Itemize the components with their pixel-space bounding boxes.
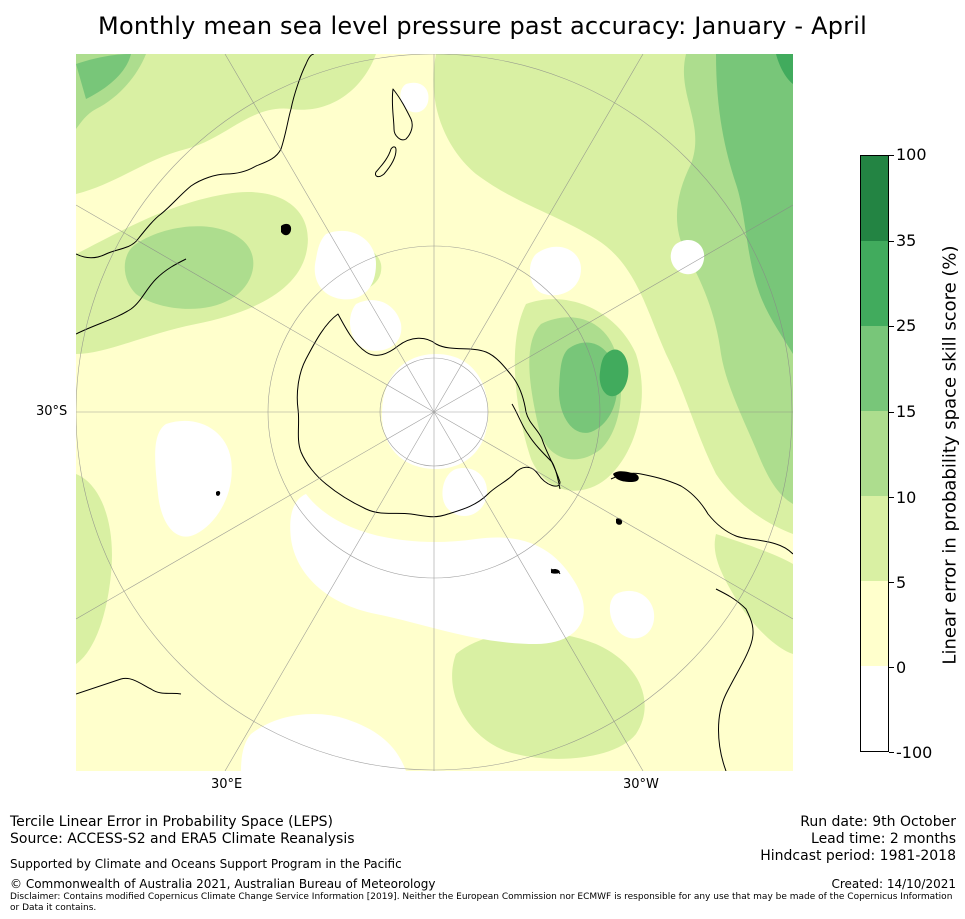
source-text: Source: ACCESS-S2 and ERA5 Climate Reana… <box>10 831 355 847</box>
colorbar-tick-label: 15 <box>896 402 917 421</box>
meridian-60e <box>76 411 435 620</box>
australia-coast <box>76 54 315 259</box>
lon-label-30e: 30°E <box>211 777 243 792</box>
lat-label-30s: 30°S <box>36 404 68 419</box>
colorbar-tick-label: -100 <box>896 743 933 762</box>
colorbar-segment <box>861 496 888 581</box>
field-25-35 <box>599 54 793 397</box>
disclaimer-text: Disclaimer: Contains modified Copernicus… <box>10 892 953 913</box>
colorbar-tick-label: 100 <box>896 145 927 164</box>
colorbar-tick <box>889 582 894 583</box>
meridian-120e <box>76 204 435 413</box>
hindcast-text: Hindcast period: 1981-2018 <box>760 848 956 864</box>
small-island-2 <box>216 490 221 496</box>
new-zealand-south <box>375 146 397 178</box>
colorbar-tick <box>889 326 894 327</box>
graticule <box>76 54 793 771</box>
colorbar-tick <box>889 412 894 413</box>
colorbar-segment <box>861 241 888 326</box>
antarctica-coast <box>296 313 561 518</box>
colorbar-tick <box>889 155 894 156</box>
method-text: Tercile Linear Error in Probability Spac… <box>10 814 333 830</box>
colorbar-segment <box>861 666 888 751</box>
islands <box>216 223 639 574</box>
colorbar-tick <box>889 752 894 753</box>
new-zealand-north <box>391 88 413 141</box>
colorbar-tick-label: 25 <box>896 316 917 335</box>
run-date-text: Run date: 9th October <box>800 814 956 830</box>
colorbar-segment <box>861 411 888 496</box>
lon-label-30w: 30°W <box>623 777 659 792</box>
field-10-15 <box>76 54 793 504</box>
south-america-coast-2 <box>715 588 754 771</box>
colorbar-tick-label: 5 <box>896 573 907 592</box>
coastlines <box>76 54 793 771</box>
meridian-120w <box>433 204 793 413</box>
colorbar-tick-label: 0 <box>896 658 907 677</box>
colorbar-tick <box>889 667 894 668</box>
africa-coast <box>76 677 182 695</box>
lead-time-text: Lead time: 2 months <box>811 831 956 847</box>
chart-title: Monthly mean sea level pressure past acc… <box>98 12 867 40</box>
colorbar-tick-label: 10 <box>896 488 917 507</box>
meridian-150w <box>433 54 644 413</box>
colorbar <box>860 155 889 752</box>
support-text: Supported by Climate and Oceans Support … <box>10 857 402 871</box>
created-text: Created: 14/10/2021 <box>831 877 956 891</box>
meridian-30e <box>224 411 435 771</box>
south-america-coast <box>610 472 793 555</box>
colorbar-segment <box>861 581 888 666</box>
antarctic-peninsula <box>511 403 561 490</box>
colorbar-title: Linear error in probability space skill … <box>939 245 961 665</box>
tasmania <box>281 223 292 236</box>
skill-map <box>76 54 793 771</box>
meridian-150e <box>224 54 435 413</box>
colorbar-tick <box>889 497 894 498</box>
colorbar-tick <box>889 241 894 242</box>
copyright-text: © Commonwealth of Australia 2021, Austra… <box>10 877 436 891</box>
colorbar-segment <box>861 326 888 411</box>
australia-south-coast <box>76 258 187 335</box>
colorbar-tick-label: 35 <box>896 231 917 250</box>
field-below-0 <box>155 82 705 771</box>
map-panel <box>76 54 793 771</box>
falklands <box>613 471 639 482</box>
colorbar-segment <box>861 156 888 241</box>
small-island-3 <box>551 568 560 574</box>
meridian-60w <box>433 411 793 620</box>
meridian-30w <box>433 411 644 771</box>
